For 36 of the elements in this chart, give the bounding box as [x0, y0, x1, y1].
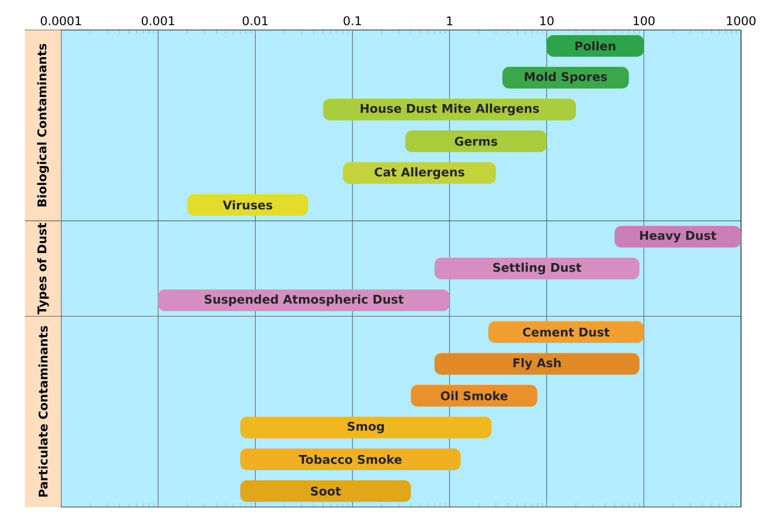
y-tick-label: Settling Dust [493, 262, 582, 274]
y-tick-label: Mold Spores [524, 72, 607, 84]
y-tick-label: Pollen [575, 41, 616, 51]
y-tick-label: Heavy Dust [640, 231, 716, 242]
bar [434, 353, 640, 375]
bar [240, 448, 461, 470]
y-tick-label: Cement Dust [522, 328, 610, 337]
bar [240, 480, 411, 502]
bar [546, 35, 644, 57]
x-tick-label: 10 [540, 16, 554, 26]
bar [187, 194, 308, 216]
bar [410, 384, 538, 407]
x-tick-label: 1 [447, 16, 452, 26]
y-tick-label: House Dust Mite Allergens [360, 104, 539, 116]
bar [405, 130, 547, 152]
y-tick-label: Germs [454, 136, 498, 146]
y-tick-label: Soot [311, 486, 341, 496]
x-tick-label: 0.0001 [40, 16, 81, 26]
x-tick-label: 1000 [727, 16, 756, 26]
y-tick-label: Cat Allergens [374, 167, 464, 179]
x-tick-label: 0.01 [242, 16, 268, 26]
x-tick-label: 100 [634, 16, 655, 26]
y-tick-label: Suspended Atmospheric Dust [204, 294, 404, 306]
y-tick-label: Smog [348, 422, 384, 434]
y-tick-label: Tobacco Smoke [298, 454, 402, 464]
y-tick-label: Fly Ash [513, 358, 561, 370]
bar [240, 416, 492, 438]
x-tick-label: 0.001 [142, 16, 174, 26]
text: Biological Contaminants [37, 44, 49, 206]
bar [488, 321, 644, 343]
text: Types of Dust [37, 222, 49, 314]
y-tick-label: Oil Smoke [440, 391, 508, 400]
y-tick-label: Viruses [222, 200, 272, 210]
text: Particulate Contaminants [38, 326, 48, 497]
bar [434, 258, 640, 280]
x-tick-label: 0.1 [344, 16, 361, 26]
